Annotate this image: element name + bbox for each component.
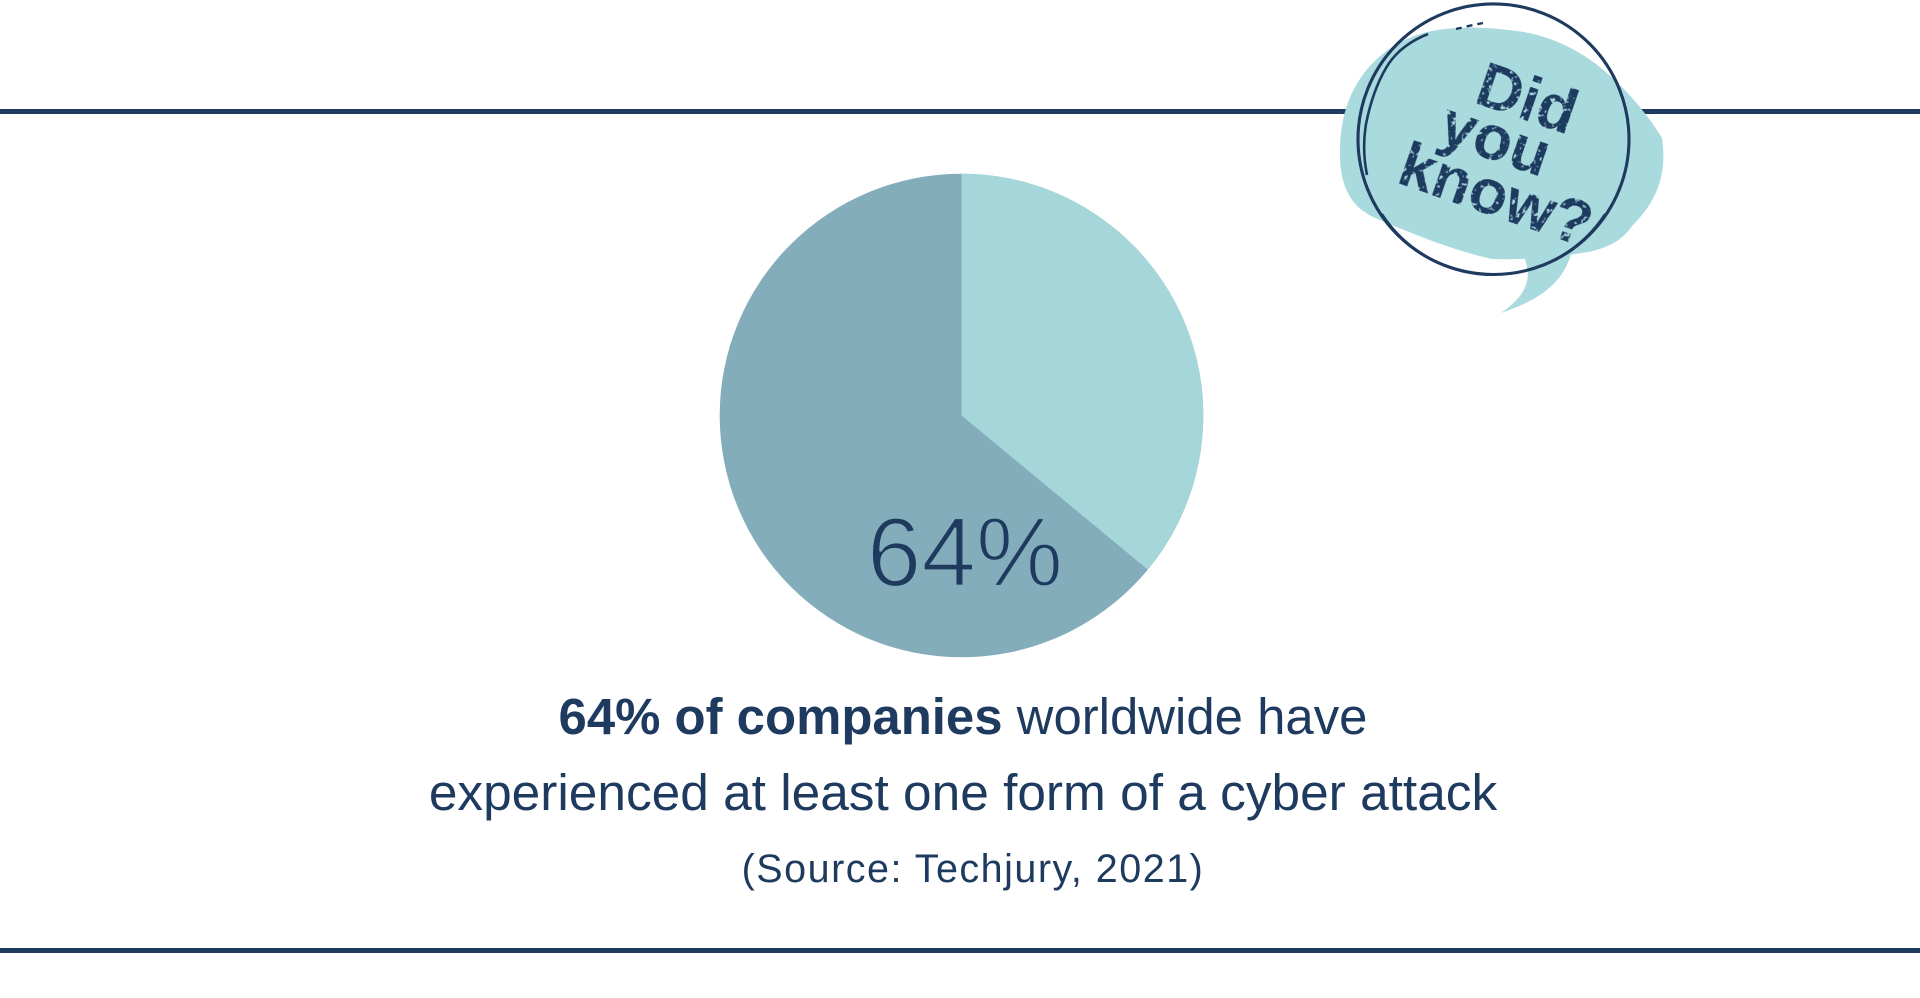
svg-text:64%: 64% bbox=[867, 497, 1063, 607]
